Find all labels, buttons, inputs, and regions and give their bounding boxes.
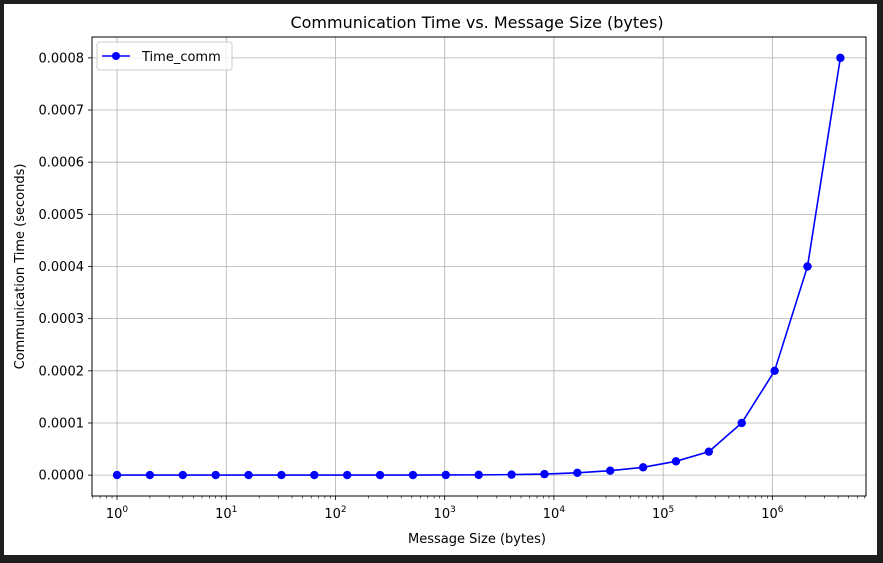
data-point <box>638 463 648 472</box>
y-tick-label: 0.0003 <box>39 312 85 327</box>
y-tick-label: 0.0008 <box>39 51 85 66</box>
x-axis-label: Message Size (bytes) <box>408 532 546 547</box>
data-point <box>507 470 516 479</box>
x-tick-label: 106 <box>761 505 784 522</box>
data-point <box>112 470 122 480</box>
y-tick-label: 0.0002 <box>39 364 85 379</box>
data-point <box>178 470 187 480</box>
x-tick-label: 101 <box>215 505 237 522</box>
legend-box <box>96 41 233 71</box>
y-tick-label: 0.0005 <box>39 208 85 223</box>
line-chart: Communication Time vs. Message Size (byt… <box>13 13 867 547</box>
data-point <box>704 447 714 456</box>
y-tick-label: 0.0001 <box>39 416 85 431</box>
chart-figure: Communication Time vs. Message Size (byt… <box>4 4 877 555</box>
data-point <box>606 466 615 475</box>
data-point <box>211 470 220 480</box>
data-point <box>145 470 155 480</box>
data-point <box>573 468 582 477</box>
data-point <box>244 470 253 480</box>
data-point <box>474 470 483 480</box>
data-point <box>408 470 418 480</box>
data-point <box>375 470 385 480</box>
data-point <box>737 418 746 428</box>
legend: Time_comm <box>96 41 233 71</box>
chart-title: Communication Time vs. Message Size (byt… <box>290 13 663 32</box>
data-point <box>310 470 319 480</box>
x-tick-label: 102 <box>324 505 346 522</box>
x-tick-label: 103 <box>434 505 456 522</box>
data-point <box>770 366 779 376</box>
data-point <box>836 53 845 63</box>
data-point <box>803 262 812 271</box>
x-tick-label: 100 <box>106 505 129 522</box>
y-tick-label: 0.0004 <box>39 260 85 275</box>
data-point <box>540 469 549 479</box>
data-point <box>342 470 352 480</box>
data-point <box>277 470 286 480</box>
plot-area-frame <box>91 36 867 497</box>
x-tick-label: 105 <box>652 505 674 522</box>
y-tick-label: 0.0007 <box>39 104 85 119</box>
x-tick-label: 104 <box>543 505 566 522</box>
y-tick-label: 0.0000 <box>39 469 85 484</box>
legend-label: Time_comm <box>141 50 221 65</box>
data-point <box>441 470 451 480</box>
data-point <box>671 457 681 466</box>
y-axis-label: Communication Time (seconds) <box>13 164 28 370</box>
legend-marker <box>112 52 120 60</box>
y-tick-label: 0.0006 <box>39 156 85 171</box>
